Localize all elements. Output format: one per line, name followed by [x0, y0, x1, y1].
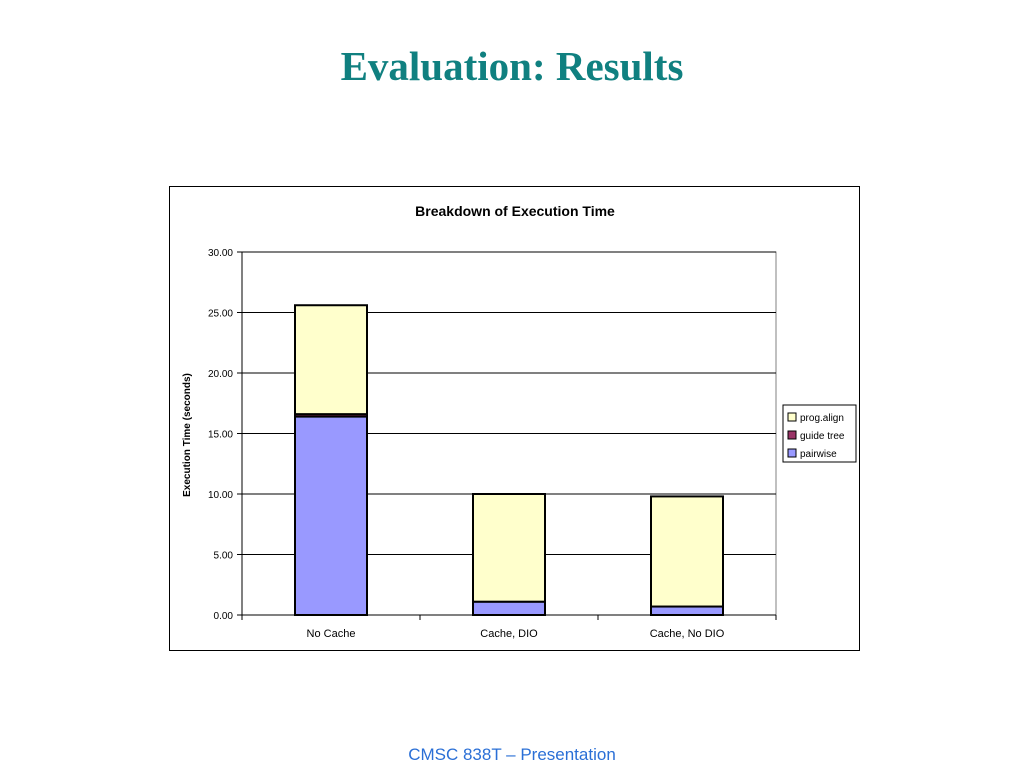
y-tick-label: 15.00 [208, 430, 233, 441]
chart-title: Breakdown of Execution Time [415, 203, 615, 219]
bar-segment-prog-align [294, 304, 368, 416]
y-tick-label: 10.00 [208, 490, 233, 501]
y-tick-label: 20.00 [208, 369, 233, 380]
y-axis-label: Execution Time (seconds) [182, 373, 193, 497]
bar-segment-prog-align [472, 493, 546, 603]
legend-swatch [787, 412, 797, 422]
stacked-bar-chart: Breakdown of Execution Time Execution Ti… [182, 203, 857, 640]
y-tick-label: 25.00 [208, 309, 233, 320]
bar-segment-prog-align [650, 495, 724, 608]
x-tick-label: No Cache [307, 628, 356, 640]
y-tick-label: 5.00 [214, 551, 234, 562]
legend: prog.align guide tree pairwise [782, 404, 857, 463]
bar-segment-pairwise [294, 415, 368, 616]
legend-label: guide tree [800, 431, 845, 442]
y-tick-label: 0.00 [214, 611, 234, 622]
chart-frame: Breakdown of Execution Time Execution Ti… [169, 186, 860, 651]
plot-area: 0.00 5.00 10.00 15.00 20.00 25.00 30.00 No Cach… [208, 248, 777, 640]
legend-label: prog.align [800, 413, 844, 424]
legend-swatch [787, 448, 797, 458]
footer-text: CMSC 838T – Presentation [408, 745, 616, 764]
bar-segment-pairwise [472, 600, 546, 617]
slide-title: Evaluation: Results [340, 43, 684, 89]
bar-segment-pairwise [650, 605, 724, 616]
x-tick-label: Cache, No DIO [650, 628, 725, 640]
x-tick-label: Cache, DIO [480, 628, 538, 640]
y-tick-label: 30.00 [208, 248, 233, 259]
legend-swatch [787, 430, 797, 440]
legend-label: pairwise [800, 449, 837, 460]
